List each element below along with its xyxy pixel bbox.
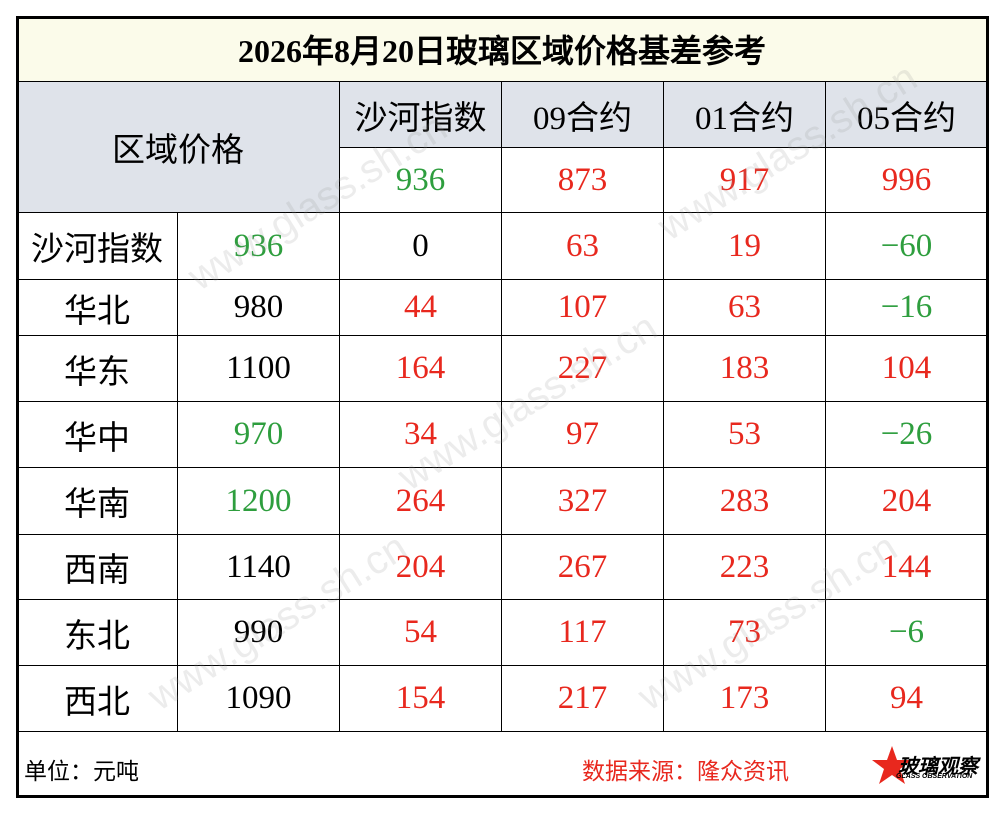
basis: 19: [664, 213, 826, 280]
corner-header: 区域价格: [17, 82, 340, 213]
region: 西南: [17, 535, 178, 600]
basis: 283: [664, 468, 826, 535]
price: 1090: [178, 666, 340, 732]
basis: −16: [826, 280, 988, 336]
basis: 217: [502, 666, 664, 732]
basis: 0: [340, 213, 502, 280]
basis: 164: [340, 336, 502, 402]
basis: 34: [340, 402, 502, 468]
price: 1140: [178, 535, 340, 600]
basis: 267: [502, 535, 664, 600]
column-header: 09合约: [502, 82, 664, 148]
price: 970: [178, 402, 340, 468]
source-note: 数据来源：隆众资讯: [582, 759, 789, 784]
basis: 227: [502, 336, 664, 402]
price: 1100: [178, 336, 340, 402]
footer: [17, 732, 988, 797]
basis: 204: [340, 535, 502, 600]
logo-star: [872, 746, 912, 784]
basis: 97: [502, 402, 664, 468]
basis: 104: [826, 336, 988, 402]
region: 华南: [17, 468, 178, 535]
reference-price: 873: [502, 148, 664, 213]
basis: 107: [502, 280, 664, 336]
price: 980: [178, 280, 340, 336]
logo-subtitle: GLASS OBSERVATION: [896, 773, 973, 780]
column-header: 05合约: [826, 82, 988, 148]
price: 1200: [178, 468, 340, 535]
basis: −6: [826, 600, 988, 666]
basis: 117: [502, 600, 664, 666]
region: 东北: [17, 600, 178, 666]
basis: 173: [664, 666, 826, 732]
reference-price: 917: [664, 148, 826, 213]
basis: 327: [502, 468, 664, 535]
basis: 44: [340, 280, 502, 336]
basis: 183: [664, 336, 826, 402]
basis: 154: [340, 666, 502, 732]
region: 西北: [17, 666, 178, 732]
basis: 54: [340, 600, 502, 666]
price: 936: [178, 213, 340, 280]
basis: 223: [664, 535, 826, 600]
title: 2026年8月20日玻璃区域价格基差参考: [17, 17, 988, 82]
basis: 63: [502, 213, 664, 280]
region: 华北: [17, 280, 178, 336]
basis: 94: [826, 666, 988, 732]
basis: 73: [664, 600, 826, 666]
column-header: 沙河指数: [340, 82, 502, 148]
basis: 204: [826, 468, 988, 535]
basis: −26: [826, 402, 988, 468]
reference-price: 936: [340, 148, 502, 213]
column-header: 01合约: [664, 82, 826, 148]
reference-price: 996: [826, 148, 988, 213]
region: 沙河指数: [17, 213, 178, 280]
price: 990: [178, 600, 340, 666]
region: 华东: [17, 336, 178, 402]
basis: −60: [826, 213, 988, 280]
logo-text: 玻璃观察: [898, 756, 978, 778]
region: 华中: [17, 402, 178, 468]
basis: 144: [826, 535, 988, 600]
unit-note: 单位：元吨: [24, 759, 139, 784]
basis: 53: [664, 402, 826, 468]
basis: 63: [664, 280, 826, 336]
basis: 264: [340, 468, 502, 535]
